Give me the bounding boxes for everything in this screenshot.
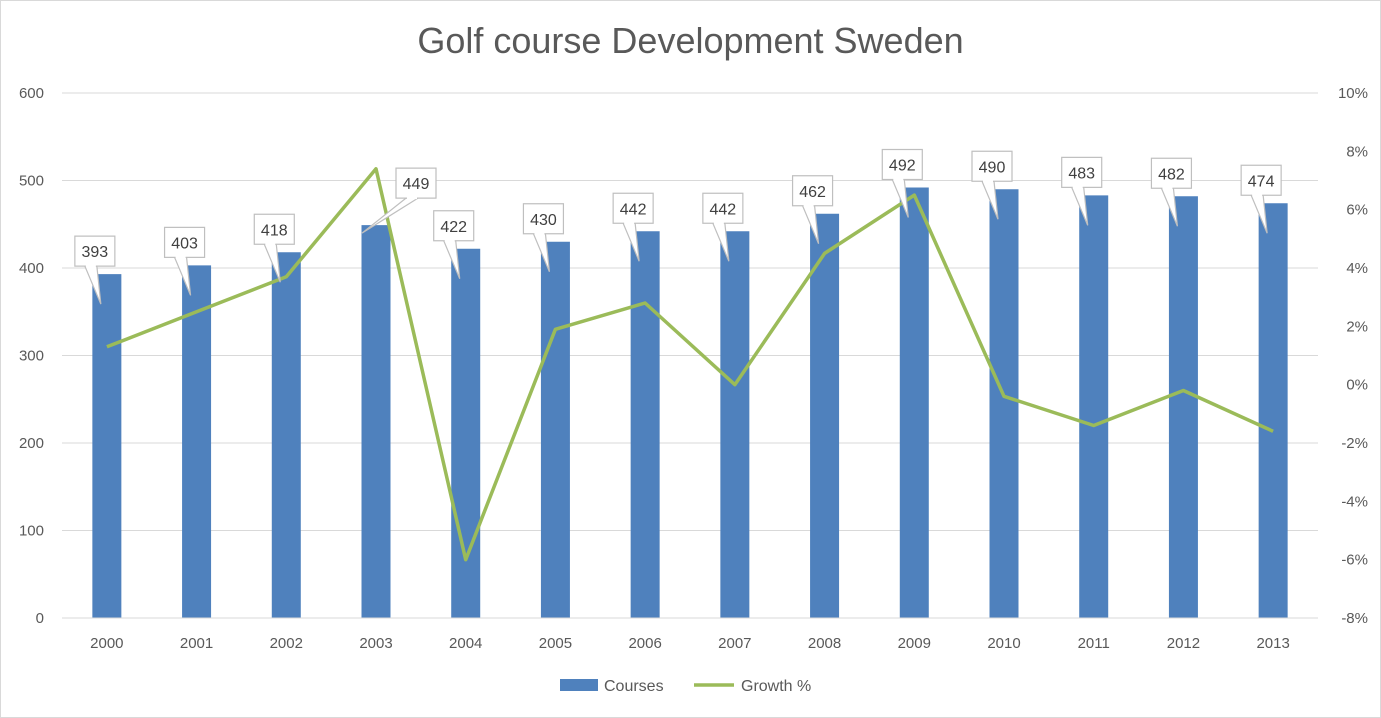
data-callout-box [1061, 156, 1103, 188]
data-callout-box [433, 210, 475, 242]
data-callout-box [702, 192, 744, 224]
growth-line [106, 167, 1274, 562]
data-label: 403 [171, 235, 198, 252]
data-callout-box [612, 192, 654, 224]
bar [989, 189, 1019, 618]
y-right-tick-label: 8% [1346, 143, 1368, 160]
bar [720, 231, 750, 618]
data-callout-box [522, 203, 565, 235]
data-callout-box [395, 167, 437, 199]
y-left-tick-label: 300 [19, 348, 44, 365]
data-label: 430 [530, 212, 557, 229]
x-tick-label: 2012 [1167, 635, 1200, 652]
data-label: 490 [979, 159, 1006, 176]
data-callout-box [791, 175, 834, 207]
x-tick-label: 2007 [718, 635, 751, 652]
legend-swatch-courses [560, 679, 598, 691]
legend-label-growth: Growth % [741, 678, 811, 695]
x-tick-label: 2013 [1256, 635, 1289, 652]
y-right-tick-label: -2% [1341, 435, 1368, 452]
data-label: 482 [1158, 166, 1185, 183]
bar [92, 274, 122, 618]
x-tick-label: 2009 [898, 635, 931, 652]
bar [361, 225, 391, 618]
x-tick-label: 2005 [539, 635, 572, 652]
data-callout-box [253, 213, 295, 245]
data-label: 462 [799, 184, 826, 201]
data-callout-box [971, 150, 1013, 182]
bar [182, 265, 212, 618]
data-label: 492 [889, 158, 916, 175]
x-tick-label: 2000 [90, 635, 123, 652]
data-callout-box [1240, 164, 1282, 196]
y-left-tick-label: 400 [19, 260, 44, 277]
x-tick-label: 2010 [987, 635, 1020, 652]
data-callout-box [1150, 157, 1193, 189]
y-left-tick-label: 0 [36, 610, 44, 627]
x-tick-label: 2008 [808, 635, 841, 652]
bar [1168, 196, 1198, 618]
y-right-tick-label: 4% [1346, 260, 1368, 277]
y-left-tick-label: 500 [19, 173, 44, 190]
x-tick-label: 2002 [270, 635, 303, 652]
data-label: 442 [710, 201, 737, 218]
y-right-tick-label: 0% [1346, 377, 1368, 394]
data-label: 422 [440, 219, 467, 236]
y-right-tick-label: -4% [1341, 493, 1368, 510]
x-tick-label: 2011 [1078, 635, 1110, 652]
y-right-tick-label: 10% [1338, 85, 1368, 102]
data-callout-box [881, 148, 923, 181]
y-left-tick-label: 200 [19, 435, 44, 452]
y-right-tick-label: -8% [1341, 610, 1368, 627]
bar [451, 248, 481, 618]
y-right-tick-label: 2% [1346, 318, 1368, 335]
data-label: 449 [403, 176, 430, 193]
data-label: 483 [1068, 165, 1095, 182]
bar [540, 241, 570, 618]
bar [271, 252, 301, 618]
y-left-tick-label: 600 [19, 85, 44, 102]
x-tick-label: 2003 [359, 635, 392, 652]
x-tick-label: 2006 [628, 635, 661, 652]
bar [1079, 195, 1109, 618]
data-label: 418 [261, 222, 288, 239]
legend-label-courses: Courses [604, 678, 664, 695]
y-right-tick-label: -6% [1341, 552, 1368, 569]
bar [1258, 203, 1288, 618]
x-tick-label: 2004 [449, 635, 482, 652]
bar [630, 231, 660, 618]
y-right-tick-label: 6% [1346, 202, 1368, 219]
data-label: 442 [620, 201, 647, 218]
bar [810, 213, 840, 618]
y-left-tick-label: 100 [19, 523, 44, 540]
bar [899, 187, 929, 618]
x-tick-label: 2001 [180, 635, 213, 652]
data-label: 393 [82, 244, 109, 261]
data-label: 474 [1248, 173, 1275, 190]
chart-title: Golf course Development Sweden [417, 20, 964, 61]
